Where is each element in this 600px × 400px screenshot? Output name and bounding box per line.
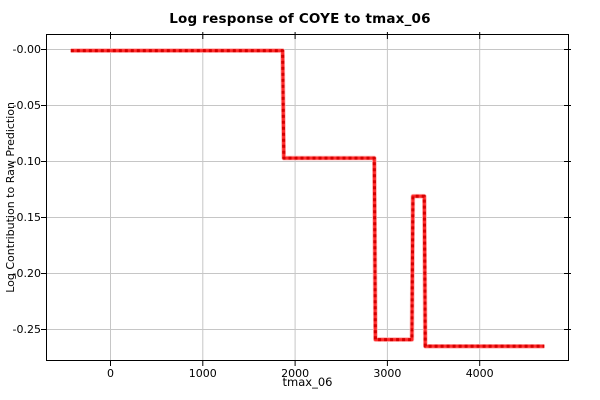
y-axis-label: Log Contribution to Raw Prediction — [4, 102, 17, 293]
plot-frame — [46, 34, 569, 361]
y-tick-label: -0.25 — [12, 323, 41, 336]
response-line-dashes — [70, 49, 545, 348]
x-tick-label: 3000 — [373, 367, 402, 380]
x-axis-label: tmax_06 — [282, 375, 333, 389]
y-tick-label: -0.10 — [12, 155, 41, 168]
chart-title: Log response of COYE to tmax_06 — [169, 11, 431, 27]
x-tick-label: 4000 — [465, 367, 494, 380]
y-tick-label: -0.20 — [12, 267, 41, 280]
y-tick-label: -0.15 — [12, 211, 41, 224]
x-tick-label: 1000 — [188, 367, 217, 380]
x-tick-label: 0 — [107, 367, 114, 380]
y-tick-label: -0.05 — [12, 99, 41, 112]
plot-area: -0.00 -0.05 -0.10 -0.15 -0.20 -0.25 0 1000 2000 3… — [13, 32, 571, 380]
y-tick-label: -0.00 — [12, 43, 41, 56]
response-line — [70, 49, 545, 348]
plot-canvas — [41, 32, 571, 366]
response-line-halo — [70, 48, 545, 349]
x-tick-label: 2000 — [281, 367, 310, 380]
